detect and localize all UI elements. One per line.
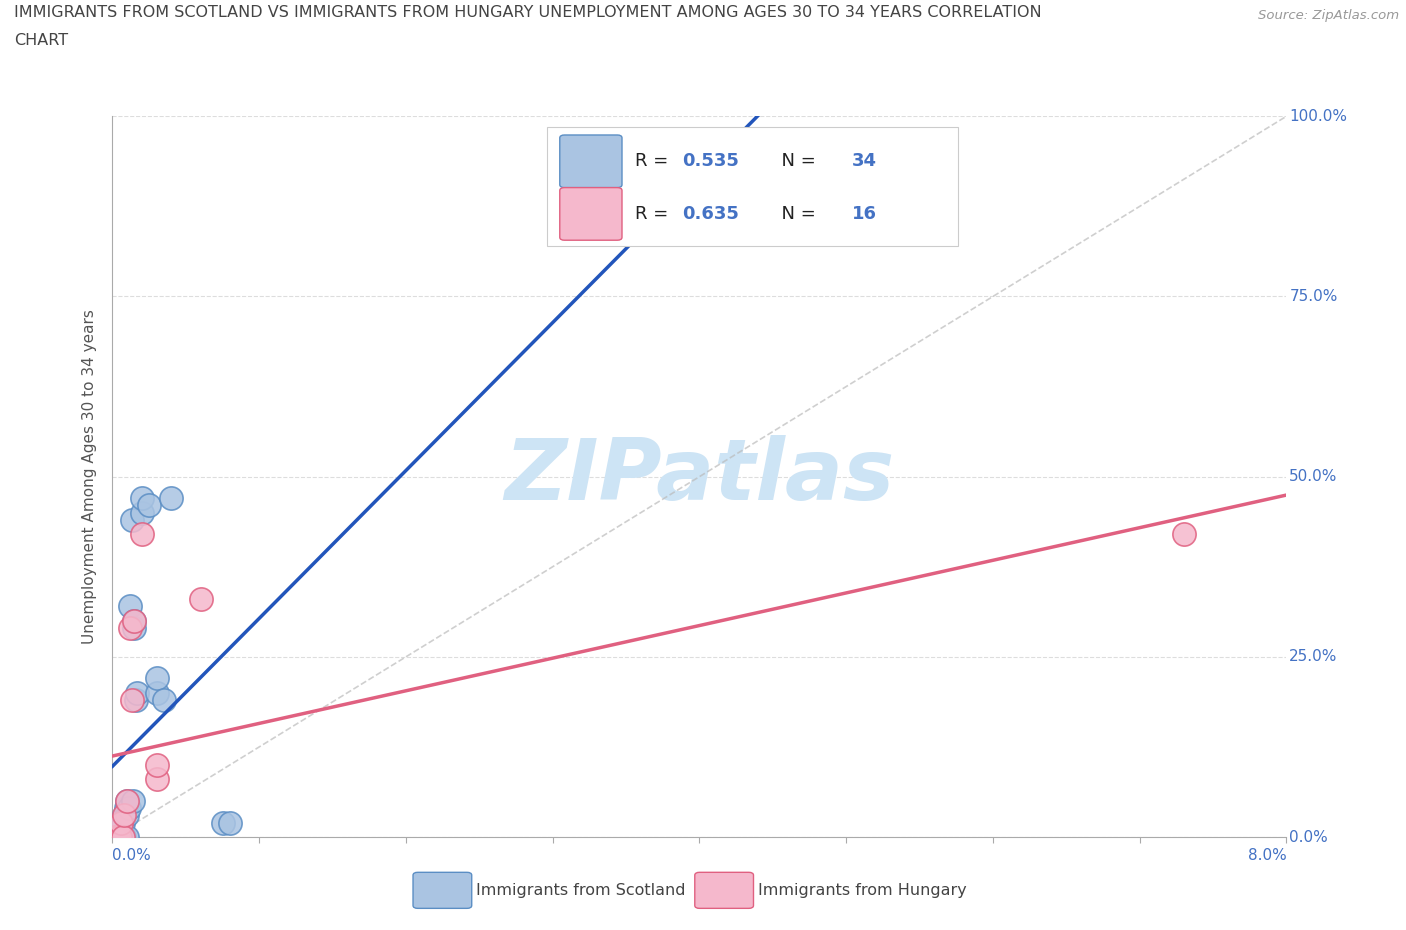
Text: CHART: CHART	[14, 33, 67, 47]
Text: 8.0%: 8.0%	[1247, 848, 1286, 863]
Point	[108, 830, 131, 844]
FancyBboxPatch shape	[695, 872, 754, 909]
Point	[107, 830, 129, 844]
Point	[111, 830, 134, 844]
Text: 34: 34	[852, 152, 877, 170]
Point	[114, 801, 136, 816]
Point	[117, 801, 139, 816]
Point	[1173, 526, 1195, 541]
Point	[153, 693, 176, 708]
Text: 25.0%: 25.0%	[1289, 649, 1337, 664]
Point	[121, 693, 143, 708]
Point	[105, 830, 128, 844]
Point	[111, 830, 134, 844]
FancyBboxPatch shape	[413, 872, 472, 909]
Point	[108, 830, 131, 844]
Point	[145, 757, 167, 772]
Point	[104, 830, 127, 844]
Point	[110, 830, 132, 844]
Point	[112, 808, 135, 823]
Text: N =: N =	[770, 205, 821, 222]
Point	[110, 815, 132, 830]
Point	[122, 793, 145, 808]
Point	[125, 693, 148, 708]
Point	[120, 599, 142, 614]
Text: 0.535: 0.535	[682, 152, 738, 170]
Point	[112, 808, 135, 823]
Point	[120, 620, 142, 635]
Text: 50.0%: 50.0%	[1289, 469, 1337, 485]
Point	[160, 491, 183, 506]
Point	[131, 526, 153, 541]
Point	[112, 830, 135, 844]
Point	[121, 512, 143, 527]
Point	[115, 808, 138, 823]
Point	[131, 505, 153, 520]
Point	[107, 830, 129, 844]
FancyBboxPatch shape	[547, 127, 957, 246]
Text: IMMIGRANTS FROM SCOTLAND VS IMMIGRANTS FROM HUNGARY UNEMPLOYMENT AMONG AGES 30 T: IMMIGRANTS FROM SCOTLAND VS IMMIGRANTS F…	[14, 5, 1042, 20]
Point	[145, 772, 167, 787]
Point	[145, 671, 167, 686]
Text: 75.0%: 75.0%	[1289, 289, 1337, 304]
Text: Immigrants from Scotland: Immigrants from Scotland	[477, 883, 686, 897]
Point	[108, 815, 131, 830]
Text: R =: R =	[636, 152, 673, 170]
Point	[104, 830, 127, 844]
Text: Immigrants from Hungary: Immigrants from Hungary	[758, 883, 967, 897]
Point	[115, 793, 138, 808]
Point	[124, 614, 146, 629]
Text: 16: 16	[852, 205, 877, 222]
Text: R =: R =	[636, 205, 673, 222]
Text: N =: N =	[770, 152, 821, 170]
Text: 100.0%: 100.0%	[1289, 109, 1347, 124]
Point	[145, 685, 167, 700]
Point	[127, 685, 149, 700]
Y-axis label: Unemployment Among Ages 30 to 34 years: Unemployment Among Ages 30 to 34 years	[82, 309, 97, 644]
Point	[211, 815, 233, 830]
Point	[218, 815, 242, 830]
Text: Source: ZipAtlas.com: Source: ZipAtlas.com	[1258, 9, 1399, 22]
Point	[105, 830, 128, 844]
Text: 0.0%: 0.0%	[1289, 830, 1329, 844]
FancyBboxPatch shape	[560, 135, 621, 188]
Point	[190, 591, 212, 606]
Point	[107, 830, 129, 844]
Text: 0.0%: 0.0%	[112, 848, 152, 863]
Point	[124, 614, 146, 629]
Text: ZIPatlas: ZIPatlas	[505, 435, 894, 518]
Point	[124, 620, 146, 635]
Point	[115, 793, 138, 808]
Point	[138, 498, 160, 513]
Point	[111, 815, 134, 830]
Point	[131, 491, 153, 506]
Point	[110, 830, 132, 844]
FancyBboxPatch shape	[560, 188, 621, 240]
Point	[108, 830, 131, 844]
Point	[115, 830, 138, 844]
Text: 0.635: 0.635	[682, 205, 738, 222]
